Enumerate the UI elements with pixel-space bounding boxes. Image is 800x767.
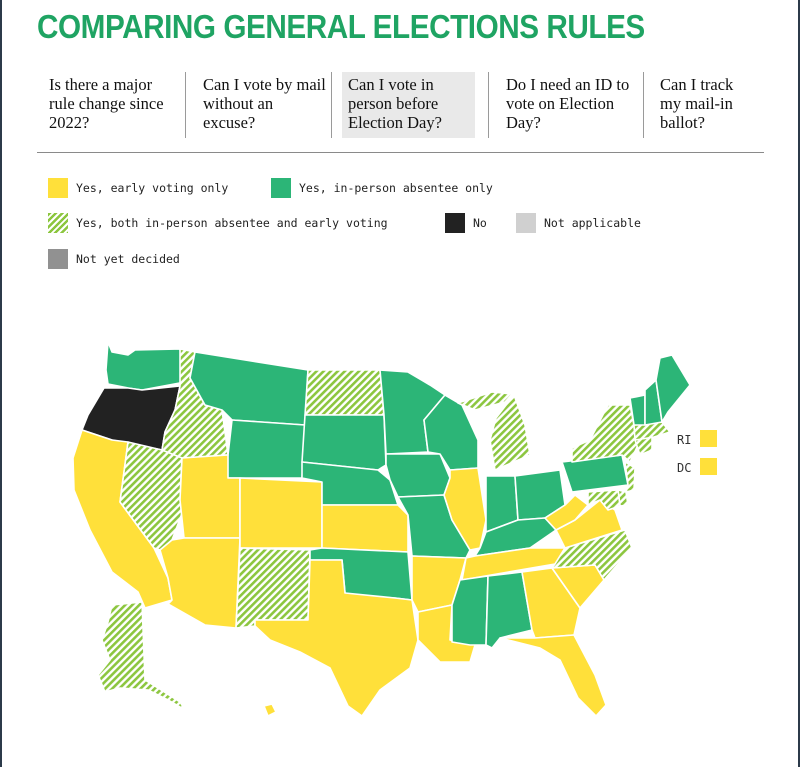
frame-left-border	[0, 0, 2, 767]
small-state-ri[interactable]: RI	[677, 430, 717, 447]
svg-text:DC: DC	[677, 461, 691, 475]
state-new-jersey[interactable]	[624, 461, 636, 493]
legend-swatch-dark-gray	[48, 249, 68, 269]
state-arizona[interactable]	[159, 537, 241, 629]
legend-swatch-green	[271, 178, 291, 198]
state-maryland[interactable]	[587, 489, 621, 511]
legend-swatch-light-gray	[516, 213, 536, 233]
frame-right-border	[798, 0, 800, 767]
state-nevada[interactable]	[119, 441, 185, 551]
state-kansas[interactable]	[321, 504, 409, 553]
state-colorado[interactable]	[239, 477, 323, 549]
state-texas[interactable]	[254, 559, 419, 717]
legend-swatch-yellow	[48, 178, 68, 198]
state-new-york[interactable]	[571, 404, 639, 463]
tab-divider	[185, 72, 186, 138]
rhode-island-marker[interactable]	[700, 430, 717, 447]
state-mississippi[interactable]	[451, 575, 489, 646]
state-wyoming[interactable]	[221, 419, 306, 479]
tab-track-ballot[interactable]: Can I track my mail-in ballot?	[660, 75, 734, 132]
question-tabs: Is there a major rule change since 2022?…	[37, 72, 764, 153]
tab-divider	[488, 72, 489, 138]
state-iowa[interactable]	[385, 453, 451, 498]
dc-marker[interactable]	[700, 458, 717, 475]
state-washington[interactable]	[105, 341, 186, 391]
tab-id-required[interactable]: Do I need an ID to vote on Election Day?	[506, 75, 630, 132]
legend-swatch-hatched	[48, 213, 68, 233]
state-illinois[interactable]	[443, 467, 487, 551]
tab-vote-by-mail[interactable]: Can I vote by mail without an excuse?	[203, 75, 326, 132]
legend-swatch-black	[445, 213, 465, 233]
state-michigan[interactable]	[489, 394, 531, 471]
tab-rule-change[interactable]: Is there a major rule change since 2022?	[49, 75, 164, 132]
state-new-mexico[interactable]	[235, 547, 311, 629]
state-north-dakota[interactable]	[304, 369, 385, 416]
page-title: COMPARING GENERAL ELECTIONS RULES	[37, 8, 645, 45]
state-alaska[interactable]	[97, 601, 186, 711]
tab-divider	[331, 72, 332, 138]
state-hawaii[interactable]	[263, 703, 277, 717]
small-state-dc[interactable]: DC	[677, 458, 717, 475]
tab-divider	[643, 72, 644, 138]
state-florida[interactable]	[499, 634, 607, 717]
state-michigan-upper[interactable]	[457, 391, 513, 411]
svg-text:RI: RI	[677, 433, 691, 447]
state-south-dakota[interactable]	[301, 414, 387, 471]
tab-vote-in-person-early[interactable]: Can I vote in person before Election Day…	[342, 72, 475, 138]
state-maine[interactable]	[655, 354, 691, 423]
